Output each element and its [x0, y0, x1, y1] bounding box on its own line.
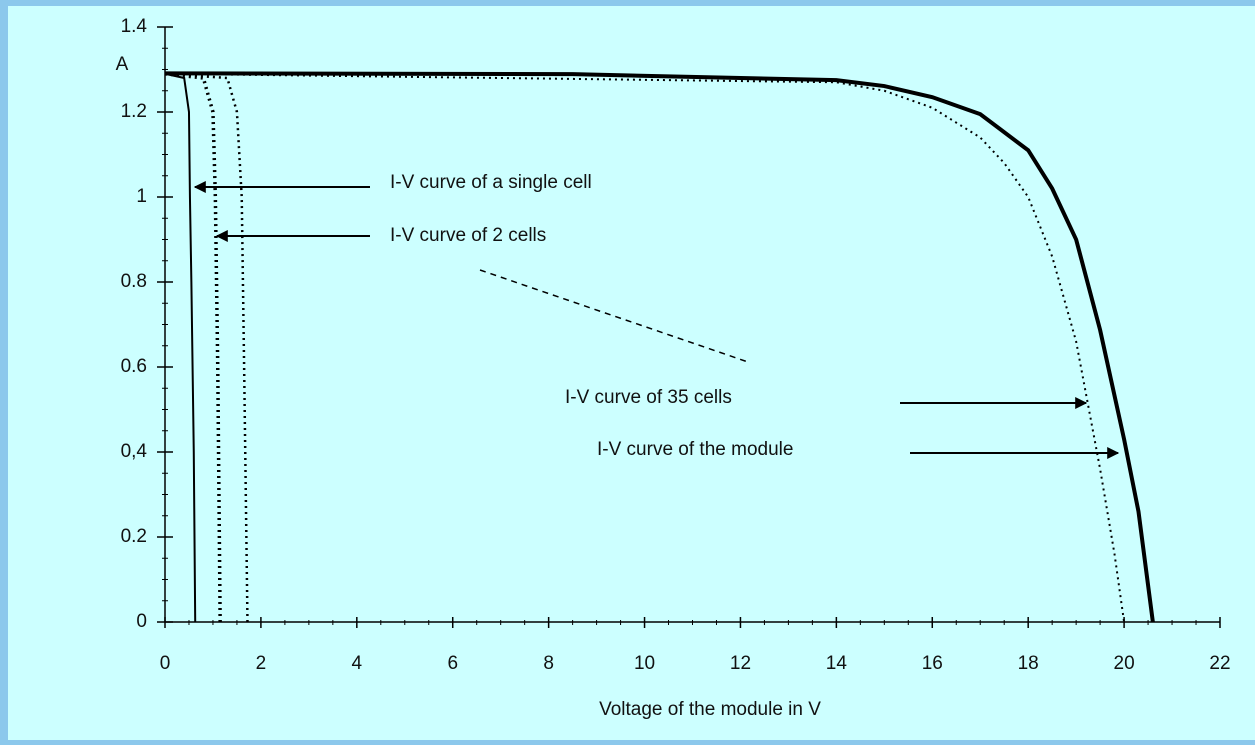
plot-background	[8, 6, 1255, 740]
x-tick-label: 6	[447, 653, 458, 674]
iv-curve	[164, 72, 1126, 623]
x-tick-label: 14	[826, 653, 848, 674]
y-tick-label: 0.8	[121, 271, 147, 292]
iv-curve	[164, 72, 197, 623]
y-tick-label: 0.2	[121, 526, 147, 547]
x-tick-label: 18	[1018, 653, 1039, 674]
annotation: I-V curve of the module	[597, 439, 793, 460]
annotation: I-V curve of a single cell	[390, 172, 592, 193]
x-tick-label: 20	[1114, 653, 1135, 674]
y-tick-label: 0	[136, 611, 147, 632]
annotation: I-V curve of 2 cells	[390, 225, 546, 246]
y-tick-label: 1.2	[121, 101, 147, 122]
y-tick-label: 1	[136, 186, 147, 207]
y-tick-label: 0,4	[121, 441, 148, 462]
annotation: I-V curve of 35 cells	[565, 387, 732, 408]
x-tick-label: 8	[543, 653, 554, 674]
y-axis-label: A	[116, 54, 129, 75]
x-tick-label: 16	[922, 653, 943, 674]
iv-curve	[164, 71, 1155, 623]
y-tick-label: 1.4	[121, 16, 148, 37]
x-tick-label: 2	[256, 653, 267, 674]
x-tick-label: 22	[1209, 653, 1230, 674]
dashed-line	[479, 269, 749, 363]
x-tick-label: 0	[160, 653, 171, 674]
x-tick-label: 12	[730, 653, 751, 674]
x-tick-label: 10	[634, 653, 655, 674]
x-tick-label: 4	[352, 653, 363, 674]
x-axis-label: Voltage of the module in V	[599, 699, 821, 720]
y-tick-label: 0.6	[121, 356, 147, 377]
